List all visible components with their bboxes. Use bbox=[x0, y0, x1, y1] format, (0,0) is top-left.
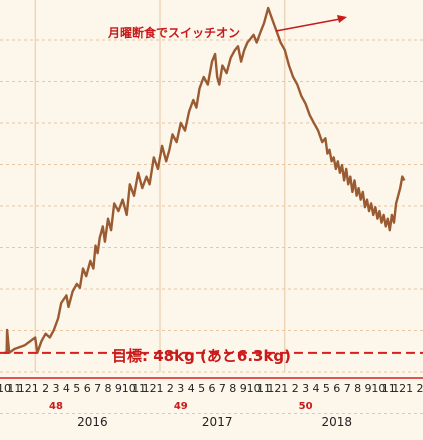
weight-series-line bbox=[4, 8, 404, 353]
week-marker-label: 49 bbox=[174, 401, 188, 412]
month-tick-label: 1 bbox=[406, 382, 413, 395]
month-tick-label: 12 bbox=[18, 382, 32, 395]
month-tick-label: 2 bbox=[292, 382, 299, 395]
month-tick-label: 2 bbox=[417, 382, 423, 395]
line-layer bbox=[4, 8, 404, 353]
month-tick-label: 2 bbox=[167, 382, 174, 395]
month-tick-label: 8 bbox=[354, 382, 361, 395]
month-tick-label: 5 bbox=[73, 382, 80, 395]
annotation-arrowhead bbox=[337, 15, 347, 23]
annotation-arrow bbox=[276, 19, 340, 31]
month-tick-label: 3 bbox=[177, 382, 184, 395]
annotation-layer: 月曜断食でスイッチオン bbox=[107, 15, 347, 40]
month-tick-label: 12 bbox=[267, 382, 281, 395]
year-label: 2016 bbox=[77, 415, 108, 429]
month-tick-label: 8 bbox=[229, 382, 236, 395]
month-tick-label: 12 bbox=[392, 382, 406, 395]
year-label: 2018 bbox=[322, 415, 353, 429]
month-tick-label: 1 bbox=[157, 382, 164, 395]
month-tick-label: 3 bbox=[302, 382, 309, 395]
month-tick-label: 5 bbox=[198, 382, 205, 395]
month-tick-label: 3 bbox=[53, 382, 60, 395]
month-tick-label: 1 bbox=[32, 382, 39, 395]
month-tick-label: 6 bbox=[84, 382, 91, 395]
month-tick-label: 4 bbox=[188, 382, 195, 395]
week-marker-label: 50 bbox=[299, 401, 313, 412]
week-marker-label: 48 bbox=[49, 401, 63, 412]
month-tick-label: 6 bbox=[209, 382, 216, 395]
year-label: 2017 bbox=[202, 415, 233, 429]
month-tick-label: 8 bbox=[105, 382, 112, 395]
goal-label: 目標: 48kg (あと6.3kg) bbox=[112, 347, 291, 365]
month-tick-label: 4 bbox=[63, 382, 70, 395]
month-tick-label: 2 bbox=[42, 382, 49, 395]
month-tick-label: 6 bbox=[333, 382, 340, 395]
goal-layer: 目標: 48kg (あと6.3kg) bbox=[0, 347, 423, 365]
month-tick-label: 4 bbox=[313, 382, 320, 395]
month-tick-label: 7 bbox=[344, 382, 351, 395]
month-tick-label: 7 bbox=[94, 382, 101, 395]
month-tick-label: 12 bbox=[143, 382, 157, 395]
month-tick-label: 7 bbox=[219, 382, 226, 395]
month-tick-label: 5 bbox=[323, 382, 330, 395]
month-tick-label: 1 bbox=[281, 382, 288, 395]
annotation-text: 月曜断食でスイッチオン bbox=[107, 25, 240, 40]
